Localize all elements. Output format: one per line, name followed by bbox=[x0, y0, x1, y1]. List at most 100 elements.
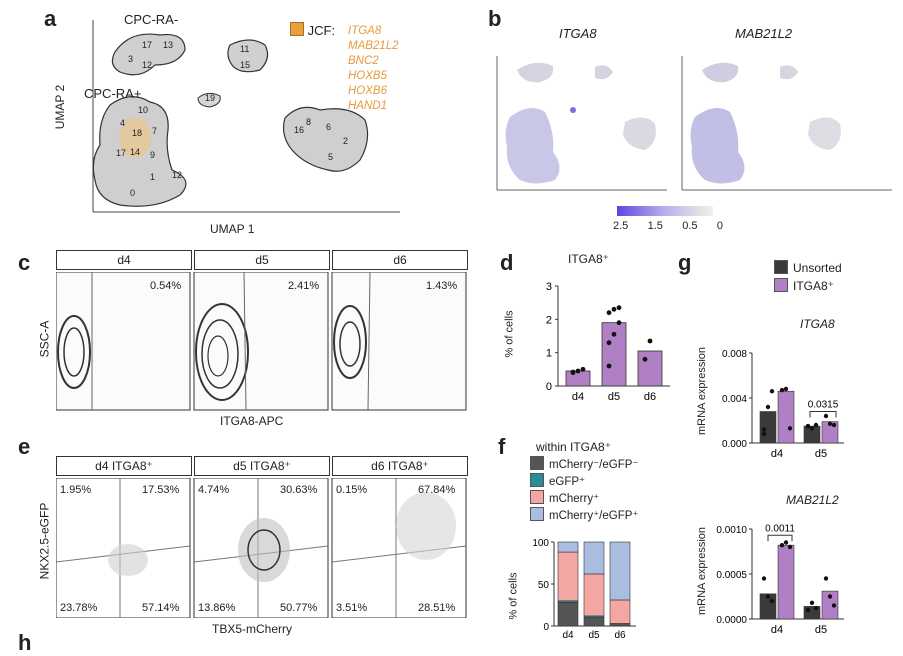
significance-bracket bbox=[767, 534, 793, 542]
gate-line bbox=[243, 272, 247, 411]
stacked-legend-title: within ITGA8⁺ bbox=[536, 440, 612, 454]
quadrant-x-label: TBX5-mCherry bbox=[212, 622, 293, 636]
jcf-swatch bbox=[290, 22, 304, 36]
quadrant-plot-d4 bbox=[56, 478, 191, 618]
data-point bbox=[642, 356, 648, 362]
scatter-cloud bbox=[108, 544, 148, 576]
cluster-id: 18 bbox=[132, 128, 142, 138]
data-point bbox=[813, 606, 819, 611]
data-point bbox=[769, 389, 775, 394]
x-tick-label: d5 bbox=[588, 630, 600, 640]
cluster-id: 6 bbox=[326, 122, 331, 132]
quadrant-tr-d5: 30.63% bbox=[280, 484, 318, 496]
quadrant-header-d5: d5 ITGA8⁺ bbox=[194, 456, 330, 476]
expression-panel: ITGA8 MAB21L2 2.5 1.5 0.5 0 bbox=[495, 10, 895, 240]
stack-segment bbox=[583, 541, 605, 575]
jcf-gene: HAND1 bbox=[348, 100, 387, 112]
gene-title-itga8: ITGA8 bbox=[559, 26, 597, 41]
umap-highlight-dot bbox=[570, 107, 576, 113]
data-point bbox=[783, 540, 789, 545]
umap-blob bbox=[780, 65, 798, 80]
data-point bbox=[831, 422, 837, 428]
data-point bbox=[761, 576, 767, 581]
y-tick-label: 2 bbox=[546, 314, 552, 326]
gate-line bbox=[367, 272, 371, 411]
legend-item: mCherry⁺ bbox=[530, 490, 638, 507]
umap-blob bbox=[595, 65, 613, 80]
stack-segment bbox=[609, 599, 631, 624]
cluster-id: 3 bbox=[128, 54, 133, 64]
cluster-id: 12 bbox=[142, 60, 152, 70]
quadrant-header-d6: d6 ITGA8⁺ bbox=[332, 456, 468, 476]
cluster-id: 0 bbox=[130, 188, 135, 198]
umap-blob bbox=[623, 117, 656, 150]
legend-label: ITGA8⁺ bbox=[793, 279, 835, 293]
flow-header-d6: d6 bbox=[332, 250, 468, 270]
qpcr-title-itga8: ITGA8 bbox=[800, 317, 835, 331]
x-tick-label: d4 bbox=[572, 391, 584, 403]
y-tick-label: 0.008 bbox=[722, 349, 747, 360]
umap-blob bbox=[808, 117, 841, 150]
qpcr-chart-mab21l2: 0.0000 0.0005 0.0010 d4 d5 0.0011 bbox=[716, 523, 844, 636]
quadrant-bl-d6: 3.51% bbox=[336, 602, 368, 614]
quadrant-br-d4: 57.14% bbox=[142, 602, 180, 614]
color-scale-ticks: 2.5 1.5 0.5 0 bbox=[613, 220, 723, 232]
plot-frame bbox=[193, 272, 329, 411]
data-point bbox=[827, 421, 833, 427]
legend-item: Unsorted bbox=[774, 259, 842, 277]
cluster-right bbox=[282, 106, 369, 172]
significance-bracket bbox=[809, 411, 837, 418]
legend-swatch bbox=[774, 260, 788, 274]
quadrant-tl-d6: 0.15% bbox=[336, 484, 368, 496]
quadrant-tr-d4: 17.53% bbox=[142, 484, 180, 496]
stacked-ylabel: % of cells bbox=[507, 572, 520, 620]
quadrant-plots bbox=[56, 478, 467, 618]
legend-item: ITGA8⁺ bbox=[774, 277, 842, 295]
panel-label-h: h bbox=[18, 630, 32, 655]
itga8-bar-ylabel: % of cells bbox=[503, 310, 516, 358]
cluster-id: 4 bbox=[120, 118, 125, 128]
jcf-gene: ITGA8 bbox=[348, 25, 382, 37]
contour bbox=[339, 321, 361, 367]
jcf-label: JCF: bbox=[307, 23, 336, 38]
jcf-gene: BNC2 bbox=[348, 55, 379, 67]
data-point bbox=[805, 423, 811, 429]
bar-d5-0 bbox=[803, 425, 821, 444]
quadrant-tl-d4: 1.95% bbox=[60, 484, 92, 496]
cluster-id: 10 bbox=[138, 105, 148, 115]
x-tick-label: d5 bbox=[815, 448, 827, 460]
data-point bbox=[765, 594, 771, 599]
cluster-id: 11 bbox=[240, 44, 249, 54]
panel-label-g: g bbox=[678, 250, 692, 275]
data-point bbox=[809, 426, 815, 431]
data-point bbox=[769, 598, 775, 604]
umap-itga8 bbox=[496, 56, 667, 191]
data-point bbox=[611, 306, 617, 312]
flow-percent-d6: 1.43% bbox=[426, 280, 458, 292]
cluster-id: 1 bbox=[150, 172, 155, 182]
legend-item: mCherry⁻/eGFP⁻ bbox=[530, 456, 638, 473]
contour bbox=[195, 303, 249, 401]
umap-blob bbox=[690, 108, 745, 184]
bar-d4-1 bbox=[777, 390, 795, 444]
legend-swatch bbox=[530, 507, 544, 521]
data-point bbox=[647, 338, 653, 344]
data-point bbox=[827, 594, 833, 599]
x-tick-label: d6 bbox=[644, 391, 656, 403]
cluster-id: 17 bbox=[142, 40, 152, 50]
quadrant-tr-d6: 67.84% bbox=[418, 484, 456, 496]
quadrant-header-d4: d4 ITGA8⁺ bbox=[56, 456, 192, 476]
contour bbox=[201, 319, 239, 389]
stack-segment bbox=[557, 602, 579, 627]
bar-d5-1 bbox=[821, 590, 839, 620]
stack-segment bbox=[557, 541, 579, 553]
cluster-id: 17 bbox=[116, 148, 126, 158]
y-tick-label: 0 bbox=[543, 622, 549, 633]
quadrant-plot-d6 bbox=[331, 478, 467, 618]
flow-percent-d4: 0.54% bbox=[150, 280, 182, 292]
cluster-id: 16 bbox=[294, 125, 304, 135]
qpcr-legend: Unsorted ITGA8⁺ bbox=[774, 259, 842, 295]
data-point bbox=[606, 310, 612, 316]
p-value-label: 0.0315 bbox=[808, 400, 839, 411]
data-point bbox=[805, 607, 811, 613]
